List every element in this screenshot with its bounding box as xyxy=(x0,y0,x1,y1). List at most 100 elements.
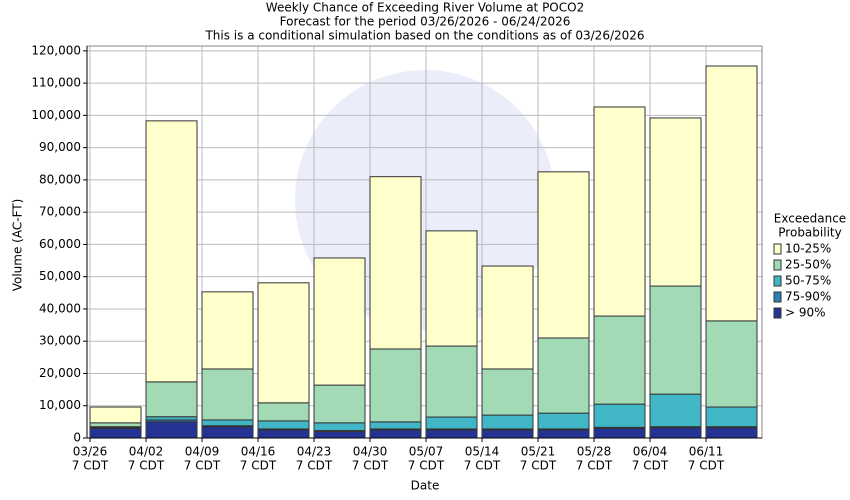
x-tick-sublabel: 7 CDT xyxy=(184,459,221,473)
x-tick-sublabel: 7 CDT xyxy=(408,459,445,473)
bar-segment xyxy=(705,320,758,408)
chart-title: Forecast for the period 03/26/2026 - 06/… xyxy=(280,15,571,29)
bar-segment xyxy=(369,421,422,430)
x-tick-label: 05/28 xyxy=(577,445,612,459)
x-tick-sublabel: 7 CDT xyxy=(520,459,557,473)
x-tick-sublabel: 7 CDT xyxy=(632,459,669,473)
y-tick-label: 70,000 xyxy=(39,205,81,219)
x-tick-sublabel: 7 CDT xyxy=(240,459,277,473)
bar-segment xyxy=(201,419,254,427)
bar-segment xyxy=(257,402,310,422)
y-tick-label: 50,000 xyxy=(39,269,81,283)
y-tick-label: 10,000 xyxy=(39,398,81,412)
x-tick-sublabel: 7 CDT xyxy=(688,459,725,473)
y-tick-label: 90,000 xyxy=(39,140,81,154)
x-tick-label: 06/04 xyxy=(633,445,668,459)
bar-segment xyxy=(593,315,646,405)
y-axis-title: Volume (AC-FT) xyxy=(11,199,25,292)
bar-segment xyxy=(481,414,534,430)
bar-segment xyxy=(201,426,254,439)
x-tick-label: 05/14 xyxy=(465,445,500,459)
legend-label: 25-50% xyxy=(785,258,831,272)
legend-label: 10-25% xyxy=(785,242,831,256)
x-tick-label: 06/11 xyxy=(689,445,724,459)
y-tick-label: 120,000 xyxy=(31,43,81,57)
bar-segment xyxy=(425,230,478,347)
y-tick-label: 20,000 xyxy=(39,366,81,380)
x-tick-sublabel: 7 CDT xyxy=(72,459,109,473)
y-tick-label: 40,000 xyxy=(39,301,81,315)
bar-segment xyxy=(537,337,590,414)
bar-segment xyxy=(313,422,366,432)
x-tick-label: 04/23 xyxy=(297,445,332,459)
legend-title: Probability xyxy=(778,226,841,240)
bar-segment xyxy=(89,427,142,439)
bar-segment xyxy=(649,117,702,287)
bar-segment xyxy=(257,420,310,430)
x-tick-label: 04/09 xyxy=(185,445,220,459)
bar-segment xyxy=(425,429,478,439)
bar-segment xyxy=(313,257,366,386)
bar-segment xyxy=(369,429,422,439)
chart-title: This is a conditional simulation based o… xyxy=(204,29,644,43)
x-tick-sublabel: 7 CDT xyxy=(576,459,613,473)
x-tick-sublabel: 7 CDT xyxy=(296,459,333,473)
x-tick-sublabel: 7 CDT xyxy=(464,459,501,473)
bar-segment xyxy=(593,106,646,317)
bar-segment xyxy=(313,431,366,439)
x-tick-sublabel: 7 CDT xyxy=(128,459,165,473)
bar-segment xyxy=(145,421,198,439)
bar-segment xyxy=(593,427,646,439)
legend-swatch xyxy=(773,307,782,319)
bar-segment xyxy=(89,422,142,428)
legend-swatch xyxy=(773,243,782,255)
y-tick-label: 110,000 xyxy=(31,76,81,90)
bar-segment xyxy=(705,65,758,322)
bar-segment xyxy=(705,406,758,428)
bar-segment xyxy=(537,412,590,430)
bar-segment xyxy=(257,429,310,439)
chart-title: Weekly Chance of Exceeding River Volume … xyxy=(266,1,584,15)
bar-segment xyxy=(481,429,534,439)
legend-label: 50-75% xyxy=(785,274,831,288)
legend-swatch xyxy=(773,291,782,303)
bar-segment xyxy=(201,291,254,370)
bar-segment xyxy=(705,427,758,439)
x-tick-label: 03/26 xyxy=(73,445,108,459)
bar-segment xyxy=(145,120,198,383)
x-tick-label: 04/02 xyxy=(129,445,164,459)
bar-segment xyxy=(593,403,646,428)
bar-segment xyxy=(649,285,702,395)
bar-segment xyxy=(649,393,702,428)
legend-swatch xyxy=(773,275,782,287)
y-tick-label: 100,000 xyxy=(31,108,81,122)
legend-title: Exceedance xyxy=(774,212,846,226)
bar-segment xyxy=(89,406,142,424)
bar-segment xyxy=(369,176,422,350)
bar-segment xyxy=(537,171,590,339)
bar-segment xyxy=(481,368,534,416)
bar-segment xyxy=(425,345,478,418)
bar-segment xyxy=(369,348,422,423)
y-tick-label: 0 xyxy=(73,431,81,445)
bar-segment xyxy=(425,416,478,430)
y-tick-label: 80,000 xyxy=(39,172,81,186)
x-tick-sublabel: 7 CDT xyxy=(352,459,389,473)
x-tick-label: 05/07 xyxy=(409,445,444,459)
bar-segment xyxy=(481,265,534,370)
x-axis-title: Date xyxy=(411,479,440,493)
legend-label: 75-90% xyxy=(785,290,831,304)
bar-segment xyxy=(537,429,590,439)
bar-segment xyxy=(257,282,310,404)
legend-swatch xyxy=(773,259,782,271)
y-tick-label: 30,000 xyxy=(39,334,81,348)
legend-label: > 90% xyxy=(785,306,826,320)
y-tick-label: 60,000 xyxy=(39,237,81,251)
bar-segment xyxy=(649,427,702,439)
bar-segment xyxy=(201,368,254,421)
x-tick-label: 04/16 xyxy=(241,445,276,459)
bar-segment xyxy=(313,384,366,424)
x-tick-label: 05/21 xyxy=(521,445,556,459)
x-tick-label: 04/30 xyxy=(353,445,388,459)
